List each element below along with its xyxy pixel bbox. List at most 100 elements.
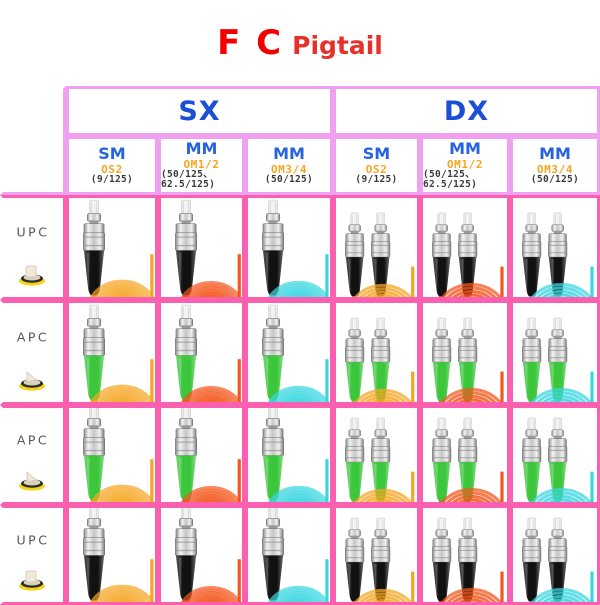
fiber-type-label: MM <box>539 143 571 163</box>
fiber-cable-coil <box>432 248 507 297</box>
row-label-upc-3: UPC <box>0 505 66 605</box>
fiber-cable-coil <box>345 553 417 602</box>
fc-connector <box>515 317 548 402</box>
polish-type-label: UPC <box>16 224 50 240</box>
fc-connector <box>75 508 113 602</box>
connector-art <box>423 303 507 402</box>
fc-connector <box>254 199 292 297</box>
fiber-cable-coil <box>84 537 155 602</box>
fc-connector <box>338 417 371 502</box>
product-cell[interactable] <box>510 195 600 300</box>
fc-connector <box>425 212 458 297</box>
product-cell[interactable] <box>158 195 245 300</box>
fiber-core-label: (50/125) <box>530 174 580 186</box>
connector-art <box>69 198 155 297</box>
subcolumn-header-2: MM OM3/4 (50/125) <box>245 136 333 195</box>
fc-connector <box>254 304 292 402</box>
product-cell[interactable] <box>66 195 158 300</box>
fiber-cable-coil <box>262 437 330 502</box>
product-cell[interactable] <box>66 405 158 505</box>
polish-type-label: UPC <box>16 532 50 548</box>
product-cell[interactable] <box>510 505 600 605</box>
fiber-cable-coil <box>345 353 417 402</box>
group-header-label: DX <box>443 95 490 127</box>
title-pigtail: Pigtail <box>292 31 383 60</box>
fiber-cable-coil <box>432 453 507 502</box>
product-cell[interactable] <box>333 405 420 505</box>
flat-ferrule-icon <box>16 567 50 598</box>
subcolumn-header-5: MM OM3/4 (50/125) <box>510 136 600 195</box>
product-cell[interactable] <box>420 405 510 505</box>
title-fc: F C <box>217 23 284 63</box>
product-cell[interactable] <box>333 505 420 605</box>
product-cell[interactable] <box>245 195 333 300</box>
row-label-apc-1: APC <box>0 300 66 405</box>
product-cell[interactable] <box>333 195 420 300</box>
fc-connector <box>75 408 113 502</box>
flat-ferrule-icon <box>16 262 50 293</box>
connector-art <box>161 508 242 602</box>
angled-ferrule-icon <box>16 367 50 398</box>
product-cell[interactable] <box>420 300 510 405</box>
fc-connector <box>254 408 292 502</box>
fiber-cable-coil <box>522 553 597 602</box>
connector-art <box>513 408 597 502</box>
fc-connector <box>515 417 548 502</box>
fc-connector <box>338 212 371 297</box>
connector-art <box>423 198 507 297</box>
fiber-cable-coil <box>522 353 597 402</box>
connector-art <box>513 303 597 402</box>
fiber-cable-coil <box>175 537 242 602</box>
row-label-apc-2: APC <box>0 405 66 505</box>
fc-connector <box>425 417 458 502</box>
connector-art <box>336 508 417 602</box>
connector-art <box>423 508 507 602</box>
fiber-cable-coil <box>345 453 417 502</box>
fiber-cable-coil <box>175 232 242 297</box>
product-cell[interactable] <box>158 300 245 405</box>
product-cell[interactable] <box>510 300 600 405</box>
product-cell[interactable] <box>333 300 420 405</box>
polish-type-label: APC <box>16 329 50 345</box>
fiber-core-label: (9/125) <box>355 174 398 186</box>
fc-connector <box>167 508 205 602</box>
fiber-grade-label: OM1/2 <box>446 157 484 171</box>
connector-art <box>161 303 242 402</box>
fiber-cable-coil <box>345 248 417 297</box>
product-cell[interactable] <box>158 505 245 605</box>
fiber-type-label: MM <box>273 143 305 163</box>
fiber-type-label: MM <box>185 138 218 158</box>
product-cell[interactable] <box>510 405 600 505</box>
group-header-simplex: SX <box>66 86 333 136</box>
product-cell[interactable] <box>245 505 333 605</box>
fiber-cable-coil <box>84 232 155 297</box>
fc-connector <box>167 408 205 502</box>
page-title: F C Pigtail <box>217 26 383 60</box>
fiber-cable-coil <box>522 453 597 502</box>
product-cell[interactable] <box>420 195 510 300</box>
connector-art <box>336 303 417 402</box>
fiber-grade-label: OS2 <box>101 162 123 176</box>
fc-connector <box>425 317 458 402</box>
connector-art <box>69 303 155 402</box>
connector-art <box>336 408 417 502</box>
angled-ferrule-icon <box>16 467 50 498</box>
product-cell[interactable] <box>158 405 245 505</box>
spec-table: SX DX SM OS2 (9/125) MM OM1/2 (50/125、62.5/125)… <box>0 86 600 605</box>
connector-art <box>161 198 242 297</box>
fc-connector <box>167 304 205 402</box>
product-cell[interactable] <box>245 405 333 505</box>
fiber-core-label: (50/125、62.5/125) <box>161 169 216 191</box>
product-cell[interactable] <box>420 505 510 605</box>
fc-connector <box>541 212 574 297</box>
fc-connector <box>364 417 397 502</box>
fc-connector <box>254 508 292 602</box>
connector-art <box>336 198 417 297</box>
fiber-cable-coil <box>84 437 155 502</box>
product-cell[interactable] <box>66 505 158 605</box>
fc-connector <box>338 317 371 402</box>
fiber-cable-coil <box>84 337 155 402</box>
fiber-cable-coil <box>175 437 242 502</box>
product-cell[interactable] <box>245 300 333 405</box>
product-cell[interactable] <box>66 300 158 405</box>
